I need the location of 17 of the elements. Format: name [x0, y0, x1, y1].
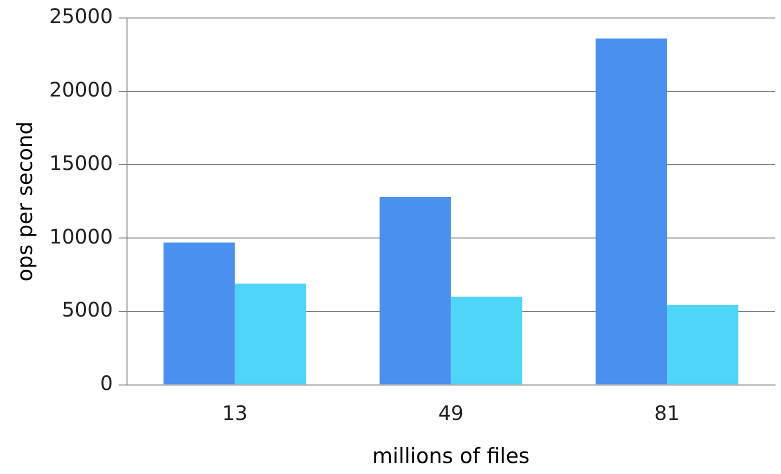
y-tick-label: 5000	[62, 298, 113, 322]
x-tick-label: 49	[438, 401, 464, 426]
y-tick-label: 15000	[49, 150, 113, 175]
x-tick-label: 13	[222, 401, 248, 426]
x-tick-label: 81	[654, 401, 680, 426]
y-tick-label: 20000	[49, 78, 113, 102]
bar	[666, 304, 738, 384]
y-axis-title: ops per second	[13, 121, 38, 282]
x-axis-title: millions of files	[372, 444, 530, 468]
bar	[450, 296, 522, 384]
bar	[164, 242, 235, 384]
bar	[596, 38, 667, 384]
y-tick-label: 25000	[49, 4, 113, 28]
y-tick-label: 10000	[49, 224, 113, 248]
bar	[234, 284, 306, 384]
bar	[380, 197, 451, 384]
y-tick-label: 0	[100, 371, 113, 396]
